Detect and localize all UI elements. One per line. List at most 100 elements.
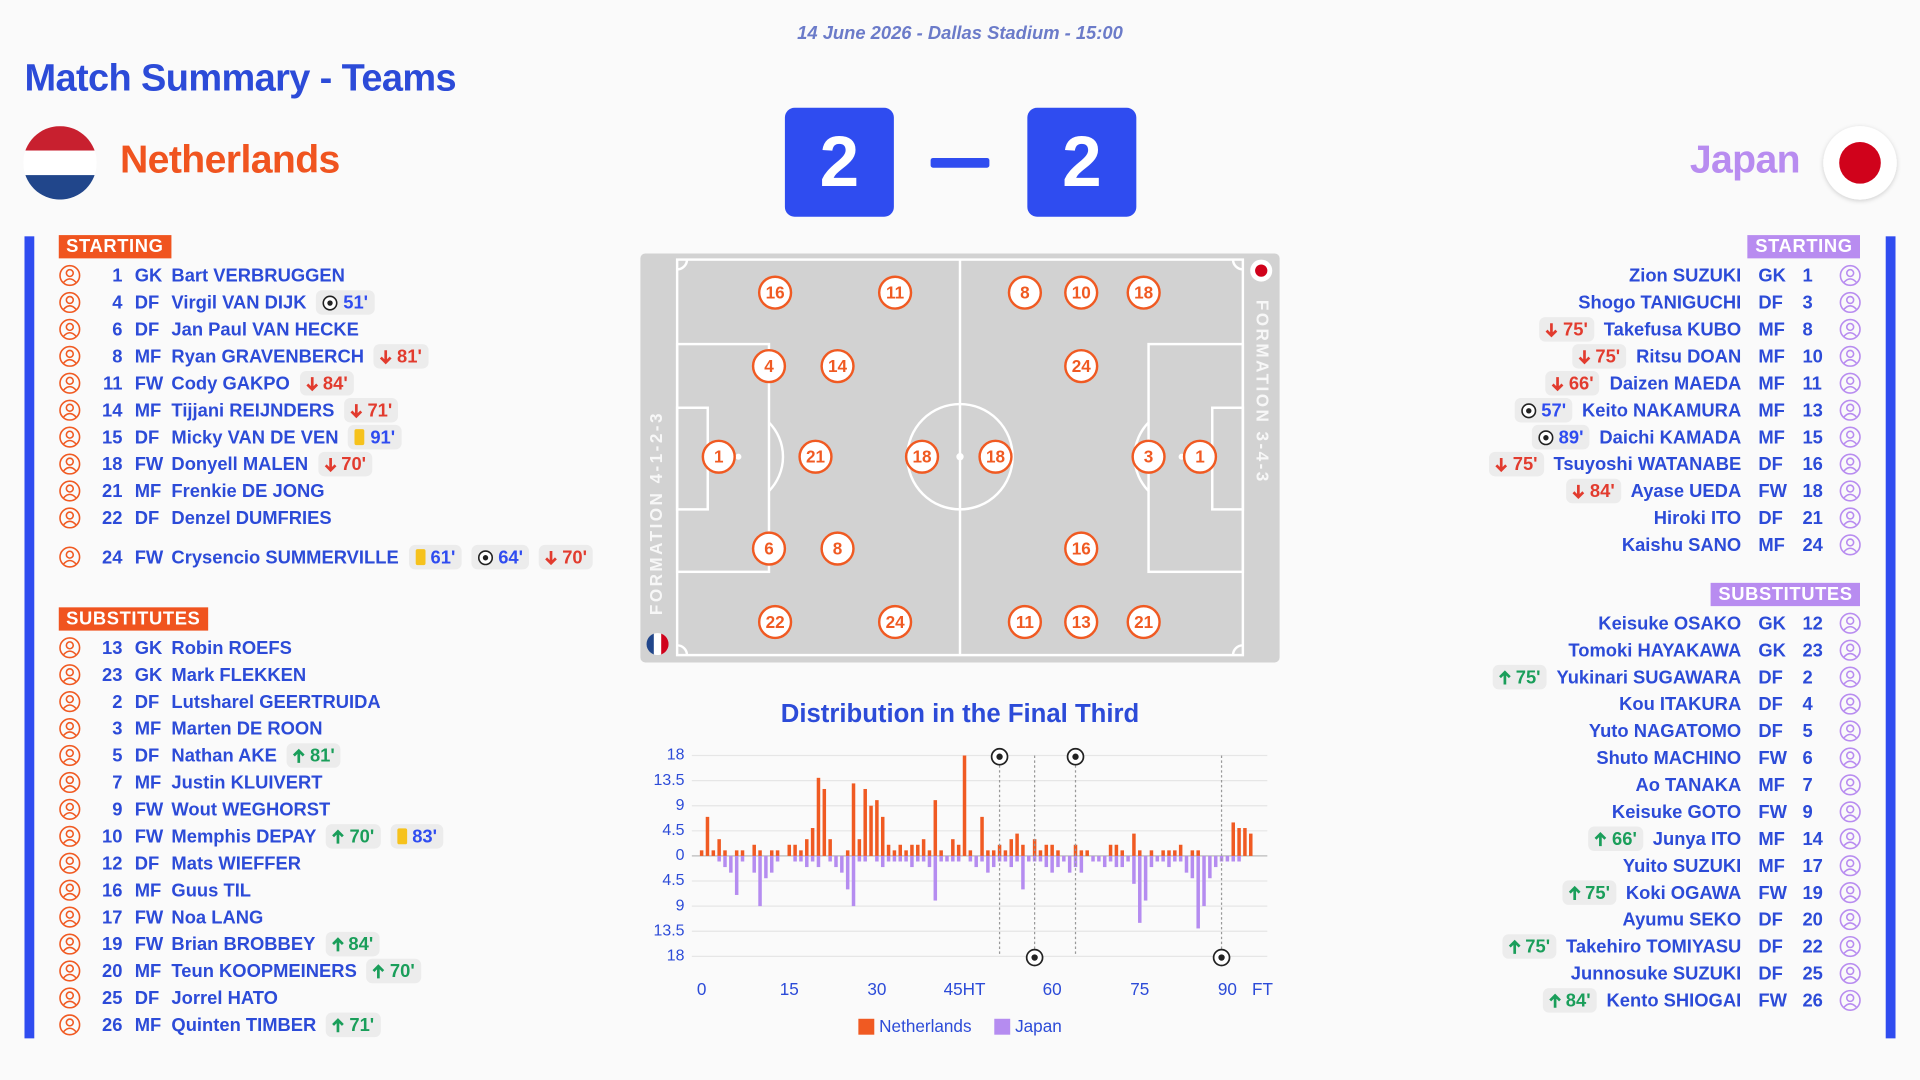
player-position: MF bbox=[1758, 318, 1785, 340]
player-icon bbox=[1839, 264, 1861, 287]
pitch-player-marker bbox=[1131, 439, 1166, 474]
bar bbox=[1038, 855, 1043, 862]
player-row: 19 FW Brian BROBBEY 84' bbox=[59, 931, 380, 958]
player-row: 75' Takehiro TOMIYASU DF 22 bbox=[1502, 933, 1861, 960]
pitch-player-marker bbox=[1126, 604, 1161, 640]
icon-wrap bbox=[59, 771, 81, 794]
goal-icon bbox=[1538, 429, 1554, 445]
pitch-player-marker bbox=[1007, 604, 1043, 640]
player-position: DF bbox=[134, 318, 160, 340]
pitch-player-number: 16 bbox=[766, 282, 785, 302]
player-position: FW bbox=[134, 933, 164, 955]
player-name: Crysencio SUMMERVILLE bbox=[171, 546, 399, 568]
icon-wrap bbox=[59, 717, 81, 740]
bar bbox=[1231, 855, 1235, 862]
bar bbox=[1173, 850, 1177, 856]
icon-wrap bbox=[59, 480, 81, 502]
icon-wrap bbox=[59, 933, 81, 955]
bar bbox=[904, 850, 908, 856]
bar bbox=[1138, 850, 1142, 856]
player-name: Virgil VAN DIJK bbox=[171, 292, 307, 313]
bar bbox=[1149, 850, 1154, 856]
icon-wrap bbox=[1839, 639, 1861, 661]
player-row: 24 FW Crysencio SUMMERVILLE 61' 64' 70' bbox=[59, 533, 594, 582]
player-position: DF bbox=[1758, 693, 1783, 715]
event-badge: 81' bbox=[286, 743, 341, 768]
icon-wrap bbox=[1839, 989, 1861, 1012]
player-name: Zion SUZUKI bbox=[1628, 265, 1742, 286]
bar bbox=[1009, 839, 1014, 856]
icon-wrap bbox=[59, 879, 81, 901]
bar bbox=[951, 839, 955, 856]
bar bbox=[793, 844, 797, 856]
pitch-player-number: 21 bbox=[806, 446, 826, 466]
player-icon bbox=[59, 933, 81, 955]
player-position: DF bbox=[134, 691, 160, 713]
icon-wrap bbox=[1839, 507, 1861, 529]
player-icon bbox=[1839, 612, 1861, 634]
event-badge: 66' bbox=[1545, 371, 1600, 396]
bar bbox=[892, 855, 897, 862]
player-row: 3 MF Marten DE ROON bbox=[59, 715, 323, 742]
player-icon bbox=[59, 318, 81, 340]
bar bbox=[933, 855, 938, 901]
player-number: 18 bbox=[102, 453, 123, 475]
player-position: MF bbox=[1758, 774, 1785, 796]
icon-wrap bbox=[1839, 291, 1861, 314]
bar bbox=[933, 800, 938, 856]
bar bbox=[927, 855, 932, 868]
bar bbox=[816, 855, 821, 868]
event-minute: 84' bbox=[348, 933, 374, 955]
icon-wrap bbox=[59, 318, 81, 340]
player-number: 25 bbox=[1802, 963, 1823, 984]
event-badge: 70' bbox=[317, 451, 373, 477]
event-minute: 66' bbox=[1568, 372, 1594, 394]
player-number: 21 bbox=[1802, 507, 1823, 529]
player-position: FW bbox=[134, 546, 164, 568]
home-flag bbox=[23, 126, 97, 200]
player-row: 7 MF Justin KLUIVERT bbox=[59, 769, 322, 796]
sub-out-icon bbox=[1495, 457, 1508, 472]
away-name: Japan bbox=[1689, 137, 1801, 182]
pitch-player-marker bbox=[701, 439, 736, 474]
player-icon bbox=[59, 879, 81, 901]
icon-wrap bbox=[1839, 828, 1861, 850]
player-name: Hiroki ITO bbox=[1653, 507, 1742, 529]
player-number: 24 bbox=[1802, 534, 1823, 556]
pitch-player-number: 14 bbox=[828, 356, 848, 376]
player-number: 26 bbox=[1802, 990, 1823, 1011]
player-name: Memphis DEPAY bbox=[171, 825, 317, 847]
player-number: 8 bbox=[1802, 318, 1813, 340]
player-position: MF bbox=[1758, 828, 1785, 850]
pitch-player-marker bbox=[1064, 531, 1099, 566]
player-position: MF bbox=[134, 399, 162, 421]
pitch-player-number: 3 bbox=[1144, 446, 1154, 466]
home-name: Netherlands bbox=[120, 137, 340, 182]
sub-out-icon bbox=[324, 457, 337, 472]
icon-wrap bbox=[59, 372, 81, 394]
bar bbox=[810, 828, 815, 856]
bar bbox=[1003, 855, 1008, 862]
bar bbox=[717, 855, 721, 862]
player-name: Marten DE ROON bbox=[171, 718, 323, 739]
icon-wrap bbox=[59, 960, 81, 982]
bar bbox=[705, 816, 710, 856]
player-position: FW bbox=[134, 372, 164, 394]
event-minute: 75' bbox=[1515, 666, 1541, 688]
icon-wrap bbox=[59, 345, 81, 367]
goal-marker-center bbox=[1031, 954, 1038, 961]
bar bbox=[857, 855, 862, 862]
player-number: 15 bbox=[102, 426, 123, 448]
bar bbox=[880, 816, 885, 856]
player-name: Shogo TANIGUCHI bbox=[1578, 292, 1742, 313]
y-tick-label: 0 bbox=[676, 847, 685, 864]
bar bbox=[1167, 855, 1171, 868]
event-minute: 57' bbox=[1541, 399, 1567, 421]
bar bbox=[1249, 833, 1253, 856]
player-position: GK bbox=[134, 637, 163, 659]
player-number: 16 bbox=[1802, 453, 1823, 475]
bar bbox=[1032, 839, 1037, 856]
yellow-card-icon bbox=[415, 549, 426, 566]
pitch-player-marker bbox=[904, 439, 940, 474]
sub-out-icon bbox=[1551, 376, 1564, 391]
